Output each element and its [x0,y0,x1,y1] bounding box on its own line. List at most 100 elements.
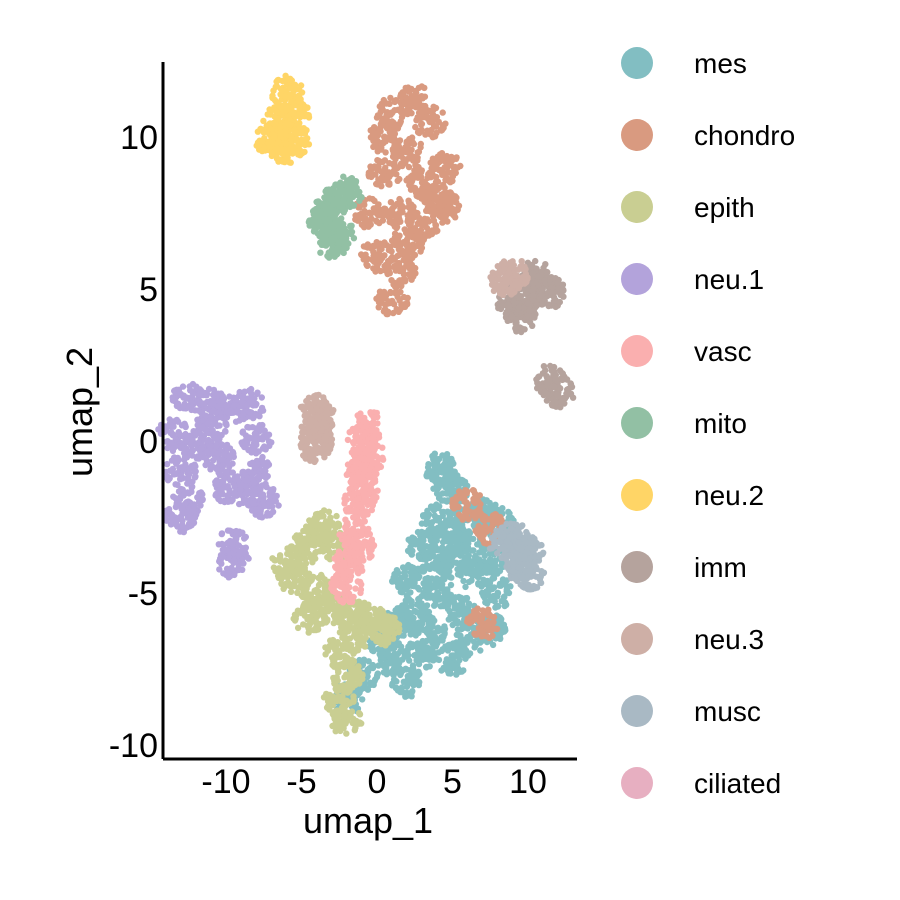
point-neu-1-density [256,473,264,480]
point-mes-density [453,662,460,669]
point-chondro-density [443,195,450,202]
point-epith-density [338,725,346,732]
point-chondro-density [376,111,383,119]
point-mes-density [460,577,467,585]
point-chondro-density [442,120,449,127]
point-chondro-density [384,270,391,278]
point-neu-1-density [199,424,206,431]
point-chondro-density [455,202,463,209]
point-mes-density [423,664,430,671]
point-neu-1-density [226,393,233,400]
point-chondro-density [367,210,375,217]
point-mes-density [475,581,482,588]
point-neu-1-density [195,455,202,462]
point-chondro-density [485,612,492,619]
point-chondro-density [376,251,383,258]
point-mes-density [403,666,410,673]
point-chondro-density [418,121,425,128]
point-neu-1-density [214,450,221,457]
point-neu-1-density [246,409,254,416]
point-neu-1-density [237,486,244,493]
point-chondro-density [381,208,388,215]
point-epith-density [321,581,328,589]
point-chondro-density [386,100,393,108]
point-neu-1-density [168,429,175,436]
point-chondro-density [400,301,408,308]
point-mes-density [423,602,431,609]
point-chondro-density [479,536,486,544]
point-chondro-density [408,178,415,185]
point-neu-1-density [232,418,240,425]
point-chondro-density [388,237,396,244]
point-chondro-density [431,207,438,215]
point-mes-density [411,583,418,590]
point-chondro-density [473,609,480,616]
point-epith-density [294,543,302,550]
point-mes-density [423,594,431,601]
point-neu-1-density [199,400,207,407]
point-chondro-density [393,149,400,156]
point-neu-1-density [258,514,266,521]
point-mes-density [415,554,423,561]
point-chondro-density [362,251,369,258]
point-chondro-density [390,301,398,308]
point-chondro-density [441,184,448,192]
point-chondro-density [370,143,377,151]
point-neu-1-density [238,439,245,446]
point-neu-1-density [248,460,255,468]
point-chondro-density [405,213,412,220]
point-chondro-density [397,241,404,248]
point-mes-density [402,627,409,634]
point-epith-density [350,650,357,657]
point-mes-density [409,641,417,648]
point-epith-density [345,621,353,628]
point-mes-density [412,673,419,680]
point-chondro-density [485,606,492,613]
point-chondro-density [403,177,410,184]
point-neu-1-density [260,467,267,474]
point-chondro-density [397,119,404,127]
point-chondro-density [448,205,455,212]
point-neu-1-density [195,439,202,446]
point-neu-1-density [204,460,211,467]
point-mes-density [449,458,456,465]
point-mes-density [495,613,502,621]
point-mes-density [458,600,465,607]
point-neu-1-density [217,497,224,505]
point-epith-density [341,712,348,719]
point-mes-density [463,594,471,602]
point-chondro-density [473,631,480,638]
point-epith-density [355,709,363,717]
point-neu-1-density [240,560,247,567]
point-chondro-density [421,221,429,228]
point-chondro-density [376,103,383,110]
point-chondro-density [410,227,417,234]
point-mes-density [447,666,454,674]
point-neu-1-density [173,418,181,425]
point-chondro-density [407,274,414,281]
point-epith-density [291,614,299,621]
point-chondro-density [483,633,490,640]
point-epith-density [286,559,293,566]
point-neu-1-density [173,402,181,410]
point-chondro-density [374,203,381,210]
point-chondro-density [385,298,392,305]
point-epith-density [321,576,328,583]
point-chondro-density [352,212,359,219]
point-epith-density [300,552,307,559]
point-mes-density [457,568,464,575]
point-neu-1-density [226,463,233,470]
point-neu-1-density [196,498,203,505]
point-chondro-density [450,212,458,219]
point-chondro-density [416,110,424,117]
point-mes-density [407,577,414,584]
point-chondro-density [464,618,471,625]
point-chondro-density [443,175,451,182]
point-mes-density [390,676,398,683]
point-mes-density [403,683,411,690]
point-mes-density [409,534,416,541]
point-neu-1-density [275,502,282,509]
point-chondro-density [396,175,403,183]
point-epith-density [382,642,389,649]
point-mes-density [371,678,378,685]
